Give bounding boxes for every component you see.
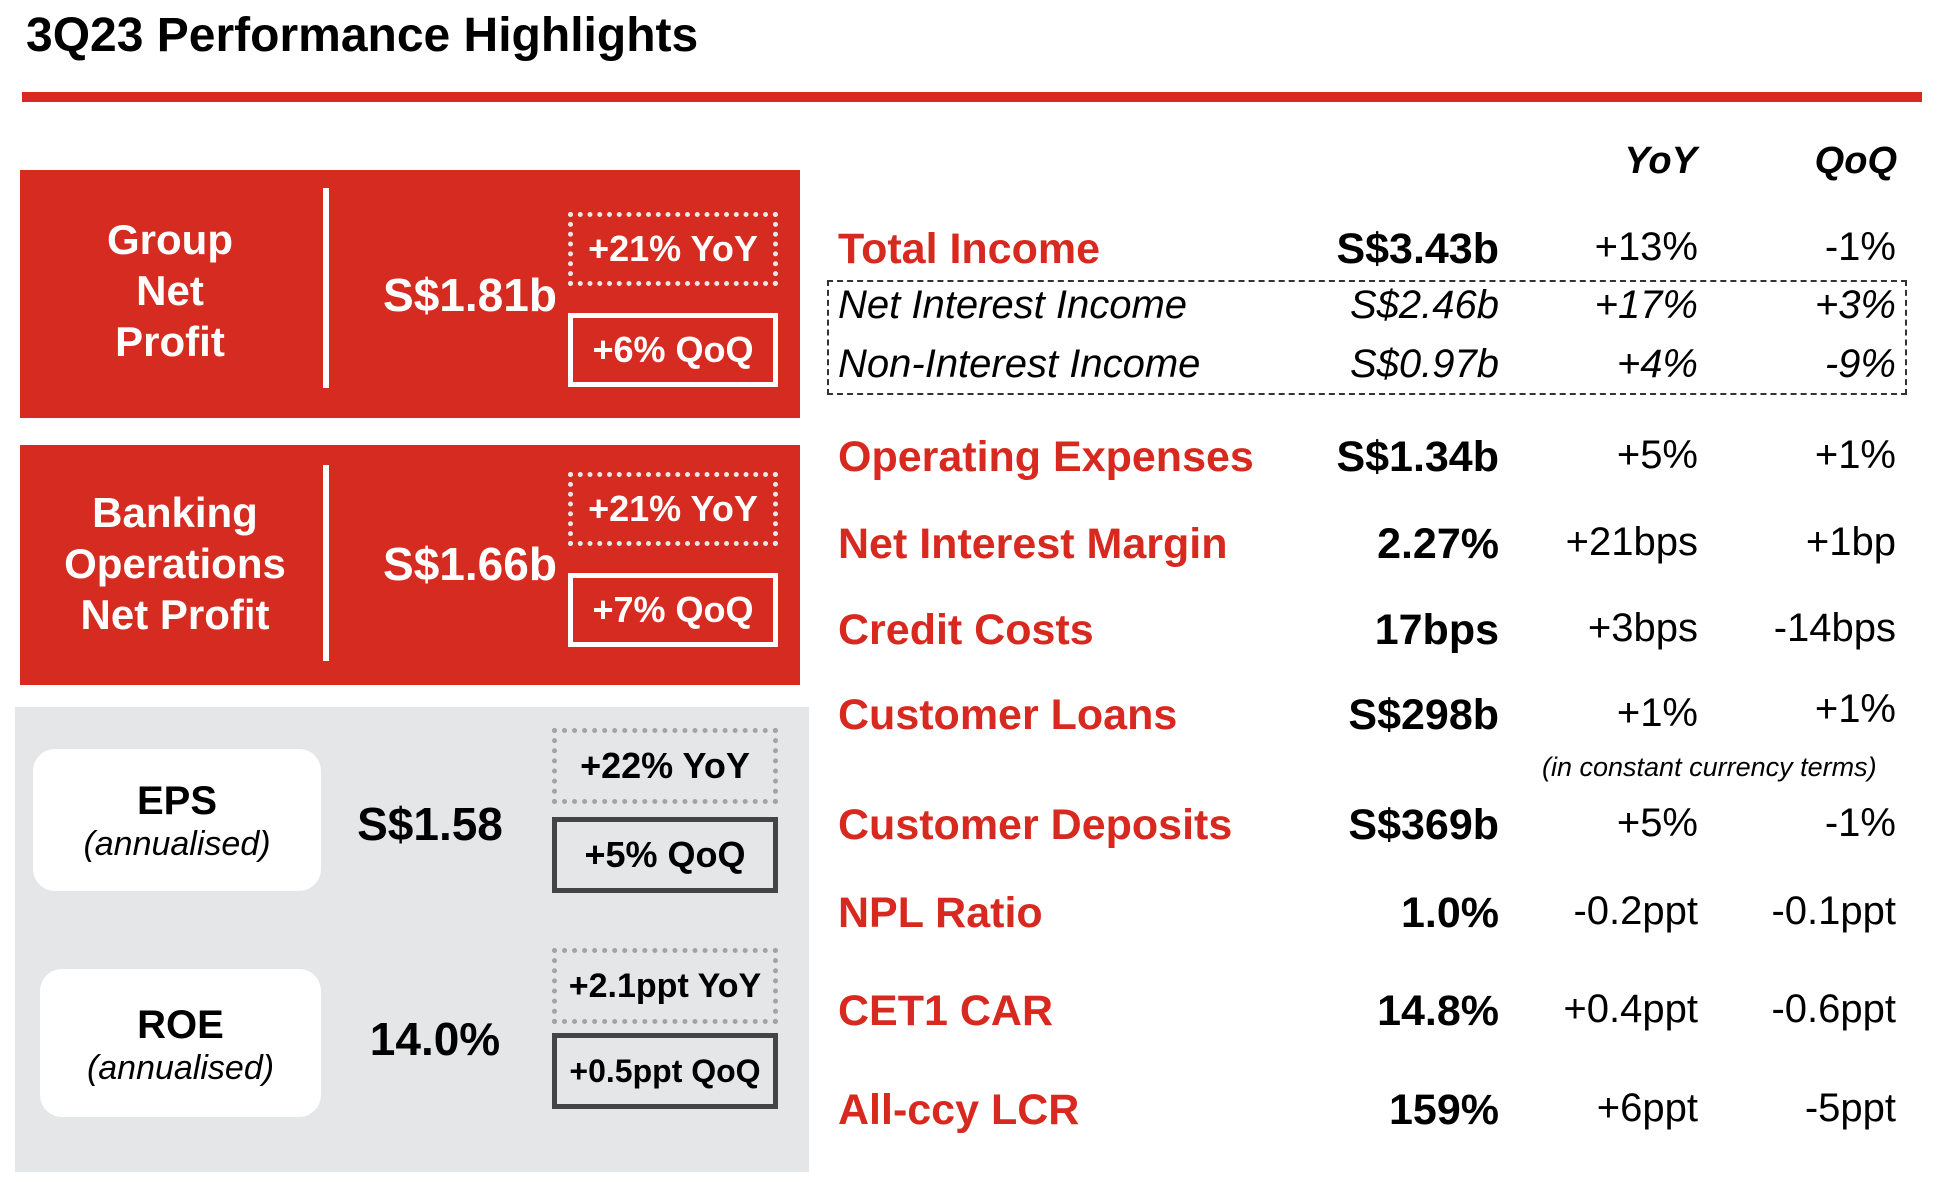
row-qoq: -1% xyxy=(1824,225,1896,269)
row-label: Customer Loans xyxy=(838,691,1178,739)
row-value: S$3.43b xyxy=(1336,225,1499,273)
row-value: S$1.34b xyxy=(1336,433,1499,481)
row-label: Operating Expenses xyxy=(838,433,1254,481)
row-yoy: -0.2ppt xyxy=(1573,889,1698,933)
eps-roe-panel: EPS (annualised) S$1.58 +22% YoY +5% QoQ… xyxy=(15,707,809,1172)
row-yoy: +3bps xyxy=(1587,606,1698,650)
row-yoy: +1% xyxy=(1616,691,1698,735)
table-row: Net Interest Income S$2.46b +17% +3% xyxy=(838,283,1904,339)
row-value: 2.27% xyxy=(1377,520,1499,568)
card-divider xyxy=(323,465,329,661)
row-label: All-ccy LCR xyxy=(838,1086,1080,1134)
row-value: 159% xyxy=(1389,1086,1499,1134)
row-yoy: +17% xyxy=(1594,283,1698,327)
eps-subtitle: (annualised) xyxy=(83,825,271,863)
label-line: Profit xyxy=(115,318,225,365)
row-label: Credit Costs xyxy=(838,606,1094,654)
row-value: 1.0% xyxy=(1400,889,1499,937)
label-line: Operations xyxy=(64,540,286,587)
row-label: CET1 CAR xyxy=(838,987,1054,1035)
table-row: Operating Expenses S$1.34b +5% +1% xyxy=(838,433,1904,489)
group-net-profit-label: Group Net Profit xyxy=(20,214,320,367)
row-qoq: -1% xyxy=(1824,801,1896,845)
row-qoq: +3% xyxy=(1814,283,1896,327)
group-net-profit-qoq-badge: +6% QoQ xyxy=(568,313,778,387)
row-yoy: +6ppt xyxy=(1596,1086,1698,1130)
banking-ops-net-profit-card: Banking Operations Net Profit S$1.66b +2… xyxy=(20,445,800,685)
row-qoq: -9% xyxy=(1824,342,1896,386)
row-value: S$2.46b xyxy=(1349,283,1499,327)
qoq-header: QoQ xyxy=(1814,140,1897,182)
banking-ops-label: Banking Operations Net Profit xyxy=(20,487,330,640)
group-net-profit-yoy-badge: +21% YoY xyxy=(568,212,778,286)
row-label: Non-Interest Income xyxy=(838,342,1201,386)
banking-ops-value: S$1.66b xyxy=(383,538,557,590)
yoy-header: YoY xyxy=(1624,140,1698,182)
table-row: Customer Loans S$298b +1% +1% xyxy=(838,687,1904,747)
row-value: S$0.97b xyxy=(1349,342,1499,386)
row-qoq: +1% xyxy=(1814,687,1896,731)
table-row: Total Income S$3.43b +13% -1% xyxy=(838,225,1904,281)
row-yoy: +0.4ppt xyxy=(1563,987,1698,1031)
eps-card: EPS (annualised) xyxy=(33,749,321,891)
row-value: 17bps xyxy=(1374,606,1499,654)
row-label: Net Interest Income xyxy=(838,283,1188,327)
group-net-profit-card: Group Net Profit S$1.81b +21% YoY +6% Qo… xyxy=(20,170,800,418)
table-row: Non-Interest Income S$0.97b +4% -9% xyxy=(838,342,1904,398)
row-yoy: +5% xyxy=(1616,433,1698,477)
row-qoq: -5ppt xyxy=(1804,1086,1896,1130)
row-yoy: +5% xyxy=(1616,801,1698,845)
eps-title: EPS xyxy=(136,779,218,823)
label-line: Net Profit xyxy=(80,591,270,638)
row-qoq: +1% xyxy=(1814,433,1896,477)
eps-yoy-badge: +22% YoY xyxy=(552,728,778,804)
row-value: S$369b xyxy=(1348,801,1499,849)
title-underline xyxy=(22,92,1922,102)
label-line: Group xyxy=(107,216,233,263)
row-qoq: -0.1ppt xyxy=(1771,889,1896,933)
banking-ops-yoy-badge: +21% YoY xyxy=(568,472,778,546)
table-row: Customer Deposits S$369b +5% -1% xyxy=(838,801,1904,857)
label-line: Net xyxy=(136,267,204,314)
table-row: Net Interest Margin 2.27% +21bps +1bp xyxy=(838,520,1904,576)
eps-qoq-badge: +5% QoQ xyxy=(552,817,778,893)
row-value: S$298b xyxy=(1348,691,1499,739)
row-label: Customer Deposits xyxy=(838,801,1233,849)
roe-subtitle: (annualised) xyxy=(86,1049,275,1087)
table-row: All-ccy LCR 159% +6ppt -5ppt xyxy=(838,1086,1904,1142)
row-qoq: -0.6ppt xyxy=(1771,987,1896,1031)
row-qoq: +1bp xyxy=(1805,520,1896,564)
row-label: NPL Ratio xyxy=(838,889,1043,937)
row-yoy: +4% xyxy=(1616,342,1698,386)
banking-ops-qoq-badge: +7% QoQ xyxy=(568,573,778,647)
table-row: NPL Ratio 1.0% -0.2ppt -0.1ppt xyxy=(838,889,1904,945)
income-breakdown-box xyxy=(827,280,1907,395)
roe-qoq-badge: +0.5ppt QoQ xyxy=(552,1033,778,1109)
row-yoy: +13% xyxy=(1594,225,1698,269)
page-title: 3Q23 Performance Highlights xyxy=(26,9,699,62)
roe-card: ROE (annualised) xyxy=(40,969,321,1117)
table-row: Credit Costs 17bps +3bps -14bps xyxy=(838,606,1904,662)
card-divider xyxy=(323,188,329,388)
row-value: 14.8% xyxy=(1377,987,1499,1035)
loans-currency-note: (in constant currency terms) xyxy=(1542,752,1877,782)
row-qoq: -14bps xyxy=(1773,606,1896,650)
eps-value: S$1.58 xyxy=(357,798,503,850)
roe-value: 14.0% xyxy=(369,1013,501,1065)
row-label: Net Interest Margin xyxy=(838,520,1228,568)
label-line: Banking xyxy=(92,489,258,536)
row-label: Total Income xyxy=(838,225,1101,273)
row-yoy: +21bps xyxy=(1565,520,1698,564)
group-net-profit-value: S$1.81b xyxy=(383,269,557,321)
table-row: CET1 CAR 14.8% +0.4ppt -0.6ppt xyxy=(838,987,1904,1043)
roe-yoy-badge: +2.1ppt YoY xyxy=(552,948,778,1024)
roe-title: ROE xyxy=(137,1003,224,1047)
